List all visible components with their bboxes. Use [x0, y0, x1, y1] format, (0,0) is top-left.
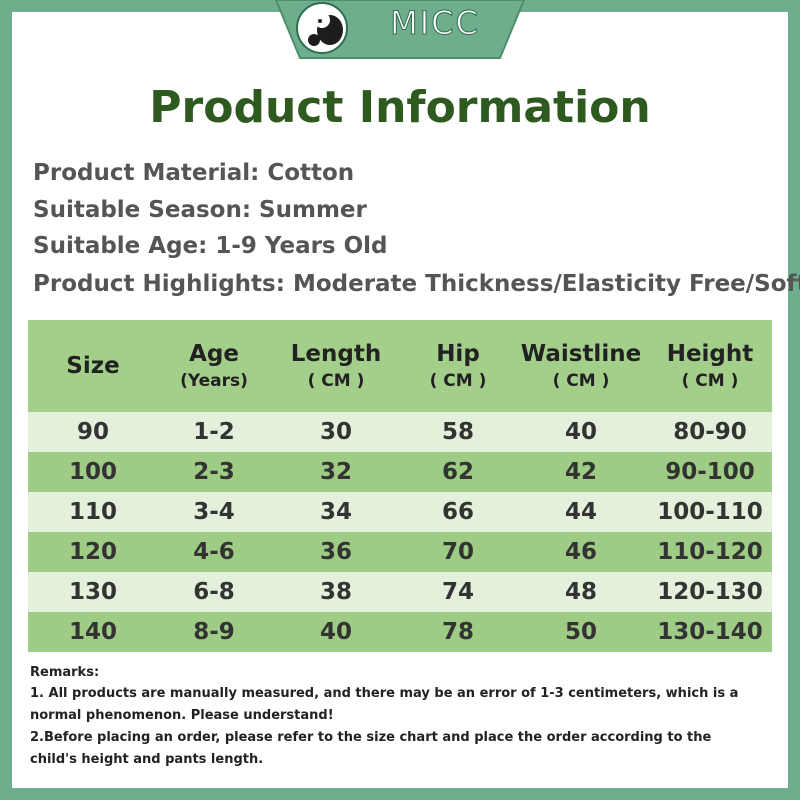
table-cell: 8-9	[193, 619, 235, 645]
table-cell: 130	[68, 579, 117, 605]
header-row: Size Age (Years) Length( CM ) Hip( CM ) Waist…	[28, 320, 772, 412]
table-cell: 110-120	[657, 539, 763, 565]
remark: 2.Before placing an order, please refer …	[30, 730, 712, 767]
table-row: 130 6-8 38 74 48 120-130	[28, 572, 772, 612]
table-row: 140 8-9 40 78 50 130-140	[28, 612, 772, 652]
header-cell: Hip ( CM )	[402, 341, 514, 391]
table-cell: 30	[319, 419, 352, 445]
header-label: Height	[666, 341, 754, 367]
table-cell: 140	[68, 619, 117, 645]
header-cell: Height ( CM )	[648, 341, 772, 391]
table-row: 110 3-4 34 66 44 100-110	[28, 492, 772, 532]
table-cell: 74	[441, 579, 474, 605]
remark: 1. All products are manually measured, a…	[30, 686, 739, 723]
table-cell: 32	[319, 459, 352, 485]
table-cell: 2-3	[193, 459, 235, 485]
table-cell: 100-110	[657, 499, 763, 525]
table-cell: 120	[68, 539, 117, 565]
header-sub: (Years)	[180, 371, 248, 391]
table-cell: 6-8	[193, 579, 235, 605]
table-cell: 80-90	[673, 419, 747, 445]
table-cell: 46	[564, 539, 597, 565]
table-cell: 3-4	[193, 499, 235, 525]
table-cell: 78	[441, 619, 474, 645]
table-cell: 66	[441, 499, 474, 525]
info-line: Product Material: Cotton	[33, 160, 355, 186]
table-cell: 40	[564, 419, 597, 445]
table-cell: 38	[319, 579, 352, 605]
info-line: Product Highlights: Moderate Thickness/E…	[33, 271, 800, 297]
table-row: 120 4-6 36 70 46 110-120	[28, 532, 772, 572]
table-cell: 62	[441, 459, 474, 485]
table-cell: 4-6	[193, 539, 235, 565]
table-cell: 90	[76, 419, 109, 445]
table-cell: 40	[319, 619, 352, 645]
header-sub: ( CM )	[681, 371, 739, 391]
header-sub: ( CM )	[429, 371, 487, 391]
table-cell: 48	[564, 579, 597, 605]
table-row: 100 2-3 32 62 42 90-100	[28, 452, 772, 492]
table-cell: 34	[319, 499, 352, 525]
table-row: 90 1-2 30 58 40 80-90	[28, 412, 772, 452]
table-cell: 44	[564, 499, 597, 525]
info-line: Suitable Season: Summer	[33, 197, 367, 223]
header-sub: ( CM )	[552, 371, 610, 391]
table-cell: 1-2	[193, 419, 235, 445]
header-cell: Size	[28, 353, 158, 379]
table-cell: 130-140	[657, 619, 763, 645]
table-cell: 100	[68, 459, 117, 485]
header-label: Waistline	[520, 341, 642, 367]
info-line: Suitable Age: 1-9 Years Old	[33, 233, 388, 259]
header-label: Age	[189, 341, 239, 367]
header-label: Length	[290, 341, 382, 367]
table-cell: 42	[564, 459, 597, 485]
header-sub: ( CM )	[307, 371, 365, 391]
table-cell: 90-100	[665, 459, 755, 485]
header-cell: Waistline ( CM )	[514, 341, 648, 391]
table-cell: 36	[319, 539, 352, 565]
table-cell: 120-130	[657, 579, 763, 605]
brand-tab	[274, 0, 526, 59]
header-label: Size	[66, 353, 120, 379]
table-cell: 110	[68, 499, 117, 525]
title: Product Information	[149, 82, 651, 133]
size-table: Size Age (Years) Length( CM ) Hip( CM ) Waist…	[28, 320, 772, 652]
brand: MICC	[390, 4, 480, 43]
table-cell: 70	[441, 539, 474, 565]
header-label: Hip	[436, 341, 480, 367]
remark: Remarks:	[30, 665, 100, 680]
table-cell: 50	[564, 619, 597, 645]
table-cell: 58	[441, 419, 474, 445]
header-cell: Age (Years)	[158, 341, 270, 391]
header-cell: Length ( CM )	[270, 341, 402, 391]
